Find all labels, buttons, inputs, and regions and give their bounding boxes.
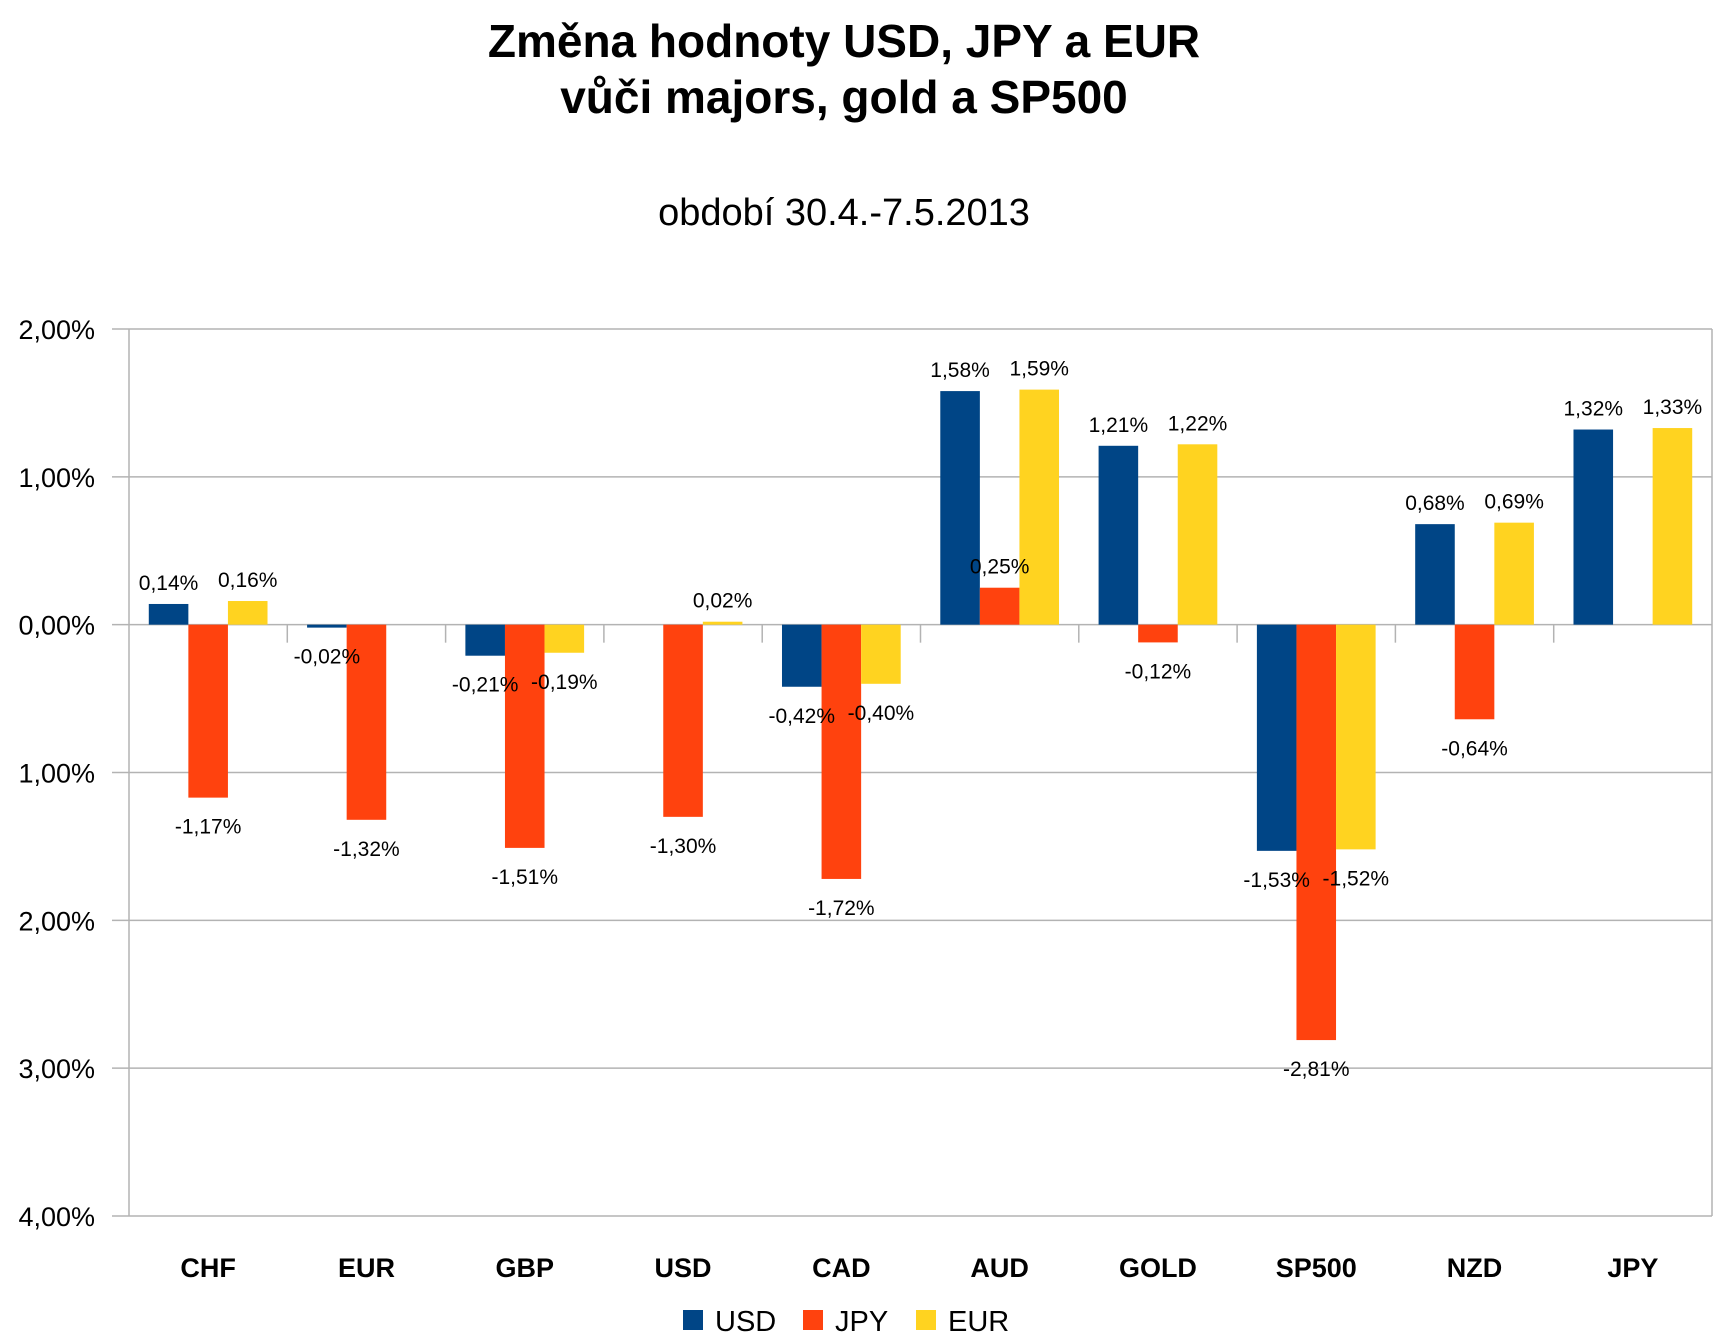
data-label: -0,12% bbox=[1125, 660, 1192, 683]
x-category-label: SP500 bbox=[1276, 1253, 1357, 1283]
data-label: 0,69% bbox=[1484, 491, 1544, 514]
data-label: -1,30% bbox=[650, 835, 717, 858]
data-label: 0,68% bbox=[1405, 492, 1465, 515]
y-tick-label: 2,00% bbox=[18, 315, 95, 345]
data-label: 1,22% bbox=[1168, 412, 1228, 435]
x-category-label: CAD bbox=[812, 1253, 871, 1283]
y-tick-label: 3,00% bbox=[18, 1054, 95, 1084]
x-category-label: CHF bbox=[180, 1253, 236, 1283]
data-label: 0,25% bbox=[970, 556, 1030, 579]
bar-usd-eur bbox=[307, 624, 347, 628]
data-label: 0,14% bbox=[139, 572, 199, 595]
bar-eur-nzd bbox=[1494, 522, 1534, 625]
data-label: 1,32% bbox=[1564, 398, 1624, 421]
data-label: 1,33% bbox=[1643, 396, 1703, 419]
y-tick-label: 1,00% bbox=[18, 463, 95, 493]
data-label: 1,21% bbox=[1089, 414, 1149, 437]
x-axis-category-labels: CHF EUR GBP USD CAD AUD GOLD SP500 NZD JPY bbox=[180, 1253, 1658, 1283]
data-label: -0,21% bbox=[452, 674, 519, 697]
y-tick-label: 4,00% bbox=[18, 1202, 95, 1232]
data-label: -1,32% bbox=[333, 838, 400, 861]
data-label: -0,64% bbox=[1441, 737, 1508, 760]
bar-usd-gold bbox=[1098, 445, 1139, 625]
bar-usd-nzd bbox=[1415, 524, 1455, 625]
legend-swatch-eur bbox=[916, 1310, 936, 1330]
bar-jpy-eur bbox=[346, 624, 387, 820]
axes bbox=[128, 329, 1713, 1216]
chart-subtitle: období 30.4.-7.5.2013 bbox=[658, 192, 1030, 234]
legend-label: EUR bbox=[948, 1306, 1009, 1338]
y-tick-label: 0,00% bbox=[18, 611, 95, 641]
legend-label: USD bbox=[715, 1306, 776, 1338]
bar-jpy-gbp bbox=[504, 624, 545, 848]
data-label: -0,19% bbox=[531, 671, 598, 694]
bar-eur-aud bbox=[1019, 389, 1060, 625]
x-category-label: GOLD bbox=[1119, 1253, 1197, 1283]
bar-eur-gbp bbox=[544, 624, 585, 653]
data-labels: 0,14% -0,02% -0,21% -0,42% 1,58% 1,21% -1,53% 0… bbox=[139, 358, 1702, 1081]
data-label: 0,16% bbox=[218, 569, 278, 592]
data-label: -1,17% bbox=[175, 816, 242, 839]
bar-jpy-nzd bbox=[1454, 624, 1495, 720]
bar-eur-usd bbox=[702, 621, 743, 625]
chart-title-line-1: Změna hodnoty USD, JPY a EUR bbox=[488, 15, 1200, 67]
y-tick-label: 2,00% bbox=[18, 906, 95, 936]
bar-usd-jpy bbox=[1573, 429, 1614, 625]
bar-eur-jpy bbox=[1652, 428, 1693, 625]
bar-eur-gold bbox=[1177, 444, 1218, 625]
x-category-label: USD bbox=[655, 1253, 712, 1283]
legend-item-jpy: JPY bbox=[803, 1306, 888, 1338]
y-tick-label: 1,00% bbox=[18, 759, 95, 789]
bar-eur-cad bbox=[861, 624, 901, 684]
legend: USD JPY EUR bbox=[683, 1306, 1009, 1338]
bar-jpy-cad bbox=[821, 624, 862, 879]
data-label: -0,40% bbox=[848, 702, 915, 725]
x-category-label: GBP bbox=[495, 1253, 554, 1283]
data-label: -1,53% bbox=[1243, 869, 1310, 892]
data-label: -2,81% bbox=[1283, 1058, 1350, 1081]
chart-title-line-2: vůči majors, gold a SP500 bbox=[560, 71, 1128, 123]
bars bbox=[148, 389, 1693, 1041]
data-label: 1,59% bbox=[1009, 358, 1069, 381]
bar-jpy-usd bbox=[663, 624, 703, 817]
x-category-label: JPY bbox=[1607, 1253, 1658, 1283]
bar-usd-gbp bbox=[465, 624, 505, 656]
x-category-label: AUD bbox=[970, 1253, 1029, 1283]
bar-eur-chf bbox=[227, 601, 268, 625]
bar-usd-aud bbox=[940, 391, 980, 625]
bar-eur-sp500 bbox=[1336, 624, 1376, 850]
legend-swatch-jpy bbox=[803, 1310, 823, 1330]
data-label: -0,42% bbox=[769, 705, 836, 728]
x-category-label: NZD bbox=[1447, 1253, 1503, 1283]
legend-label: JPY bbox=[835, 1306, 888, 1338]
bar-jpy-sp500 bbox=[1296, 624, 1337, 1041]
legend-item-usd: USD bbox=[683, 1306, 776, 1338]
data-label: -1,72% bbox=[808, 897, 875, 920]
data-label: -0,02% bbox=[294, 646, 361, 669]
legend-swatch-usd bbox=[683, 1310, 703, 1330]
bar-usd-chf bbox=[148, 603, 189, 625]
bar-jpy-gold bbox=[1138, 624, 1178, 643]
legend-item-eur: EUR bbox=[916, 1306, 1009, 1338]
bar-usd-cad bbox=[781, 624, 822, 687]
bar-jpy-chf bbox=[188, 624, 228, 798]
data-label: -1,51% bbox=[491, 866, 558, 889]
data-label: 1,58% bbox=[930, 359, 990, 382]
x-category-label: EUR bbox=[338, 1253, 395, 1283]
y-axis-tick-labels: 2,00% 1,00% 0,00% 1,00% 2,00% 3,00% 4,00% bbox=[18, 315, 95, 1232]
data-label: -1,52% bbox=[1323, 867, 1390, 890]
bar-usd-sp500 bbox=[1256, 624, 1297, 851]
data-label: 0,02% bbox=[693, 590, 753, 613]
bar-jpy-aud bbox=[979, 587, 1020, 625]
